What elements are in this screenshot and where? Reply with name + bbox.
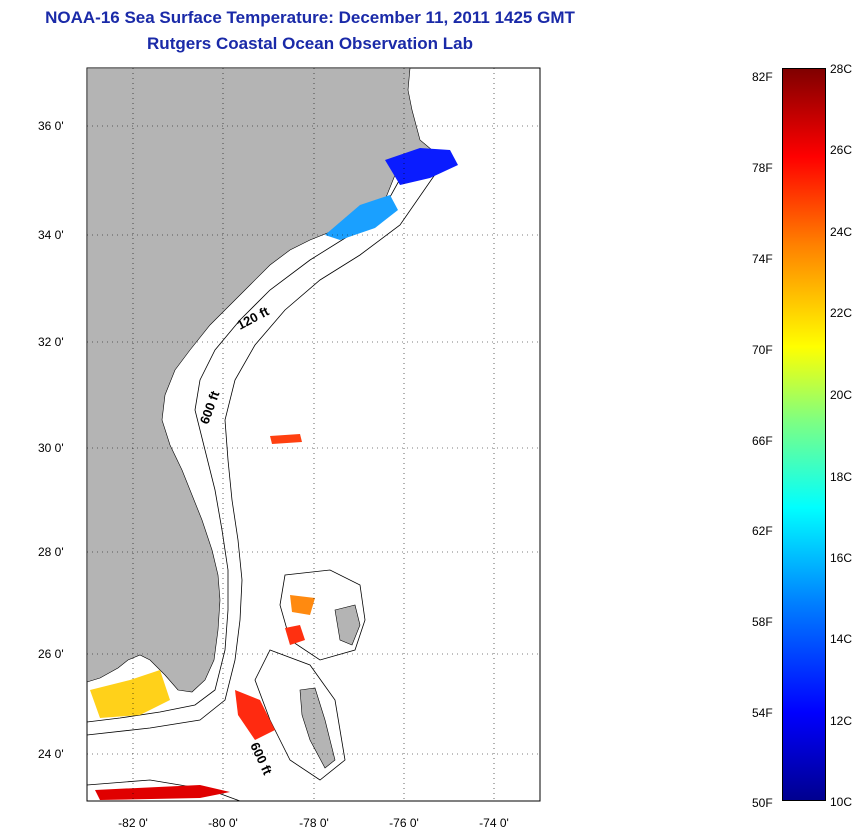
map-subtitle: Rutgers Coastal Ocean Observation Lab [147, 34, 473, 53]
colorbar-c-18: 18C [830, 470, 853, 484]
colorbar-f-58: 58F [752, 615, 773, 629]
lon-label-80: -80 0' [208, 816, 238, 830]
lat-label-26: 26 0' [38, 647, 64, 661]
lat-label-32: 32 0' [38, 335, 64, 349]
sst-patch-hot [235, 690, 275, 740]
colorbar-c-22: 22C [830, 306, 853, 320]
sst-patch-red3 [270, 434, 302, 444]
sst-patch-red2 [285, 625, 305, 645]
lat-label-30: 30 0' [38, 441, 64, 455]
temperature-colorbar [782, 68, 826, 801]
colorbar-c-24: 24C [830, 225, 853, 239]
lat-label-28: 28 0' [38, 545, 64, 559]
sst-patch-cold [385, 148, 458, 185]
land-bahamas-north [334, 604, 361, 646]
contour-cuba [86, 779, 241, 802]
contour-bahamas [279, 569, 366, 661]
lat-label-24: 24 0' [38, 747, 64, 761]
lat-label-36: 36 0' [38, 119, 64, 133]
sst-patch-orange [290, 595, 315, 615]
colorbar-c-28: 28C [830, 62, 853, 76]
sst-patch-cool [325, 195, 398, 240]
sst-patch-cuba [95, 785, 230, 800]
colorbar-f-78: 78F [752, 161, 773, 175]
colorbar-f-50: 50F [752, 796, 773, 810]
colorbar-f-70: 70F [752, 343, 773, 357]
colorbar-f-82: 82F [752, 70, 773, 84]
colorbar-c-26: 26C [830, 143, 853, 157]
colorbar-c-16: 16C [830, 551, 853, 565]
colorbar-c-10: 10C [830, 795, 853, 809]
colorbar-c-20: 20C [830, 388, 853, 402]
contour-bahamas-south [254, 649, 346, 781]
colorbar-f-62: 62F [752, 524, 773, 538]
lon-label-82: -82 0' [118, 816, 148, 830]
map-title: NOAA-16 Sea Surface Temperature: Decembe… [45, 8, 575, 27]
contour-120ft [86, 169, 406, 723]
lat-label-34: 34 0' [38, 228, 64, 242]
lon-label-78: -78 0' [299, 816, 329, 830]
colorbar-f-54: 54F [752, 706, 773, 720]
colorbar-f-66: 66F [752, 434, 773, 448]
lon-label-76: -76 0' [389, 816, 419, 830]
colorbar-c-14: 14C [830, 632, 853, 646]
contour-600ft [86, 159, 446, 736]
colorbar-c-12: 12C [830, 714, 853, 728]
sst-patch-warm-keys [90, 670, 170, 718]
colorbar-f-74: 74F [752, 252, 773, 266]
lon-label-74: -74 0' [479, 816, 509, 830]
land-bahamas [299, 687, 336, 769]
